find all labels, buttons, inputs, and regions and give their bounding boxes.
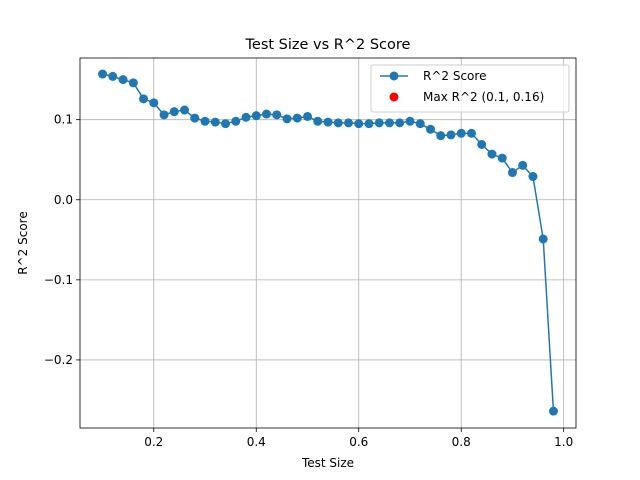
legend: R^2 Score Max R^2 (0.1, 0.16) xyxy=(370,64,570,113)
data-point xyxy=(303,111,313,121)
plot-frame xyxy=(79,57,577,429)
legend-max-swatch xyxy=(389,92,399,102)
data-point xyxy=(343,118,353,128)
legend-marker-swatch xyxy=(389,71,399,81)
data-point xyxy=(354,119,364,129)
data-point xyxy=(262,109,272,119)
y-tick-label: 0.0 xyxy=(54,193,73,207)
data-point xyxy=(169,107,179,117)
data-point xyxy=(98,69,108,79)
data-point xyxy=(221,119,231,129)
data-point xyxy=(292,113,302,123)
data-point xyxy=(405,116,415,126)
data-point xyxy=(241,112,251,122)
data-point xyxy=(528,172,538,182)
x-tick-label: 0.6 xyxy=(349,435,368,449)
data-point xyxy=(251,111,261,121)
data-point xyxy=(149,98,159,108)
data-point xyxy=(180,105,190,115)
data-point xyxy=(395,118,405,128)
legend-box xyxy=(370,64,570,113)
data-point xyxy=(538,234,548,244)
data-point xyxy=(231,116,241,126)
data-point xyxy=(384,118,394,128)
data-point xyxy=(118,75,128,85)
data-point xyxy=(108,71,118,81)
data-point xyxy=(313,116,323,126)
data-point xyxy=(159,110,169,120)
data-point xyxy=(466,128,476,138)
data-point xyxy=(446,130,456,140)
x-tick-label: 1.0 xyxy=(554,435,573,449)
data-point xyxy=(436,131,446,141)
x-axis-label: Test Size xyxy=(301,456,354,470)
data-point xyxy=(518,160,528,170)
data-point xyxy=(190,113,200,123)
data-point xyxy=(128,78,138,88)
x-tick-label: 0.4 xyxy=(247,435,266,449)
data-point xyxy=(364,119,374,129)
data-point xyxy=(497,153,507,163)
data-point xyxy=(210,117,220,127)
y-axis-ticks: −0.2 −0.1 0.0 0.1 xyxy=(44,113,80,367)
y-tick-label: 0.1 xyxy=(54,113,73,127)
data-point xyxy=(507,168,517,178)
y-axis-label: R^2 Score xyxy=(16,211,30,274)
chart-title: Test Size vs R^2 Score xyxy=(245,37,411,53)
y-tick-label: −0.2 xyxy=(44,353,73,367)
data-point xyxy=(548,406,558,416)
data-point xyxy=(477,139,487,149)
data-point xyxy=(456,128,466,138)
legend-label-max: Max R^2 (0.1, 0.16) xyxy=(423,90,544,104)
data-point xyxy=(415,119,425,129)
data-point xyxy=(139,94,149,104)
data-point xyxy=(333,118,343,128)
data-point xyxy=(487,149,497,159)
x-tick-label: 0.2 xyxy=(144,435,163,449)
x-axis-ticks: 0.2 0.4 0.6 0.8 1.0 xyxy=(144,428,573,449)
x-tick-label: 0.8 xyxy=(452,435,471,449)
data-point xyxy=(425,124,435,134)
data-point xyxy=(272,110,282,120)
legend-label-series: R^2 Score xyxy=(423,69,486,83)
data-point xyxy=(374,118,384,128)
data-point xyxy=(323,117,333,127)
data-point xyxy=(200,116,210,126)
data-point xyxy=(282,114,292,124)
y-tick-label: −0.1 xyxy=(44,273,73,287)
series-layer xyxy=(98,69,558,416)
